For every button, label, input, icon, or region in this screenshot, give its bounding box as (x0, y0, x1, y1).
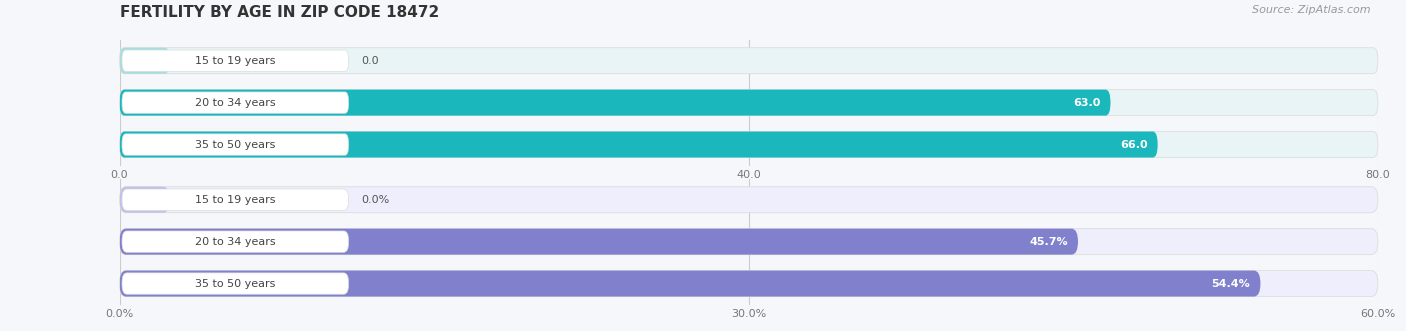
FancyBboxPatch shape (122, 189, 349, 211)
FancyBboxPatch shape (120, 90, 1111, 116)
FancyBboxPatch shape (120, 229, 1378, 255)
Text: 35 to 50 years: 35 to 50 years (195, 140, 276, 150)
Text: 0.0: 0.0 (361, 56, 378, 66)
FancyBboxPatch shape (122, 50, 349, 71)
FancyBboxPatch shape (122, 231, 349, 252)
Text: 20 to 34 years: 20 to 34 years (195, 237, 276, 247)
Text: 35 to 50 years: 35 to 50 years (195, 279, 276, 289)
Text: 0.0%: 0.0% (361, 195, 389, 205)
Text: 45.7%: 45.7% (1029, 237, 1069, 247)
Text: 63.0: 63.0 (1073, 98, 1101, 108)
Text: Source: ZipAtlas.com: Source: ZipAtlas.com (1253, 5, 1371, 15)
FancyBboxPatch shape (122, 273, 349, 294)
Text: FERTILITY BY AGE IN ZIP CODE 18472: FERTILITY BY AGE IN ZIP CODE 18472 (120, 5, 439, 20)
FancyBboxPatch shape (120, 187, 170, 213)
Text: 15 to 19 years: 15 to 19 years (195, 56, 276, 66)
FancyBboxPatch shape (120, 131, 1378, 158)
Text: 15 to 19 years: 15 to 19 years (195, 195, 276, 205)
FancyBboxPatch shape (122, 134, 349, 155)
Text: 20 to 34 years: 20 to 34 years (195, 98, 276, 108)
FancyBboxPatch shape (120, 90, 1378, 116)
FancyBboxPatch shape (120, 229, 1078, 255)
Text: 66.0: 66.0 (1121, 140, 1147, 150)
Text: 54.4%: 54.4% (1212, 279, 1250, 289)
FancyBboxPatch shape (120, 48, 1378, 74)
FancyBboxPatch shape (120, 270, 1260, 297)
FancyBboxPatch shape (120, 131, 1157, 158)
FancyBboxPatch shape (122, 92, 349, 113)
FancyBboxPatch shape (120, 187, 1378, 213)
FancyBboxPatch shape (120, 48, 170, 74)
FancyBboxPatch shape (120, 270, 1378, 297)
